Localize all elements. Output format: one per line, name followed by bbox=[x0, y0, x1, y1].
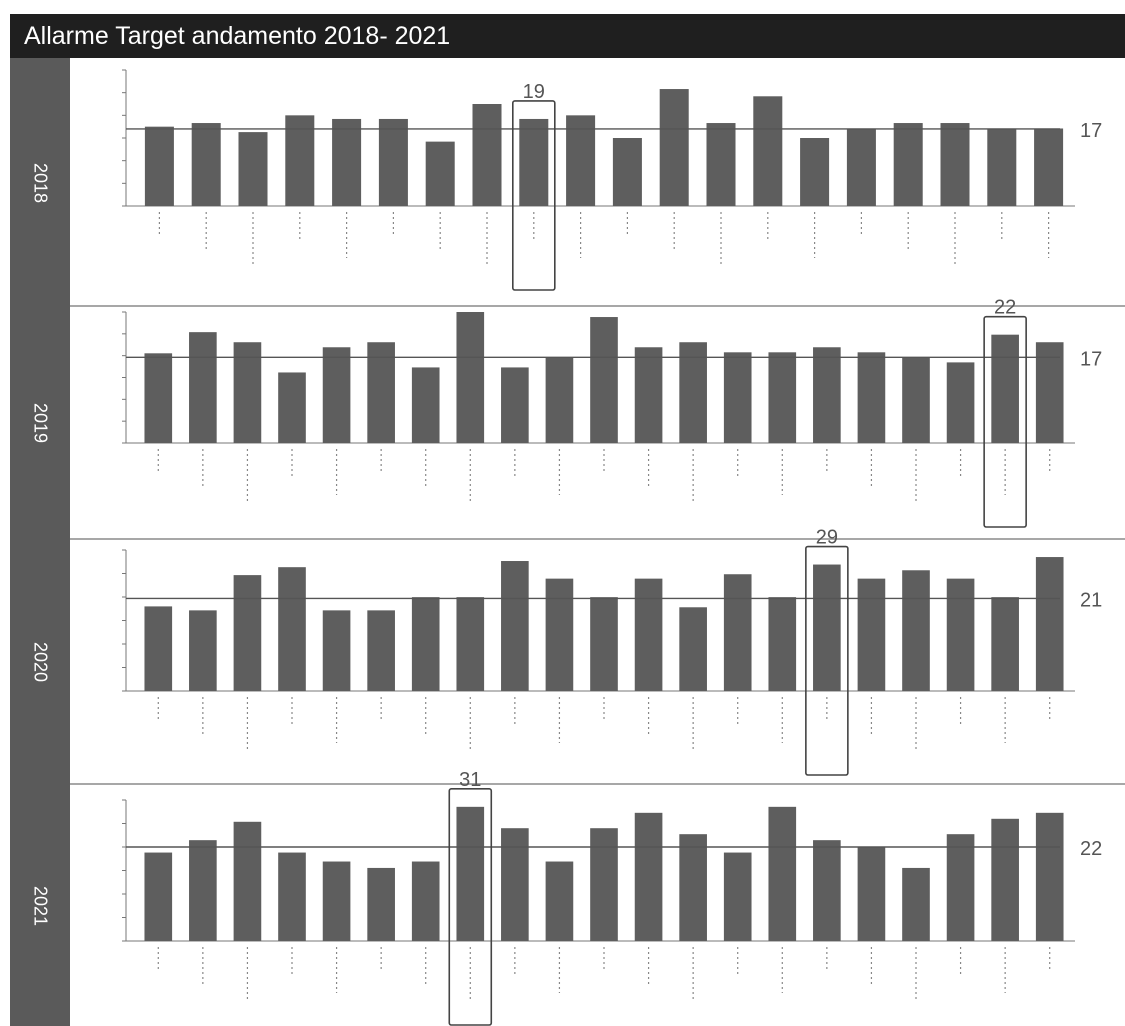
bar-2019-11 bbox=[590, 317, 618, 443]
bar-2021-12 bbox=[634, 812, 663, 941]
bar-2019-13 bbox=[679, 342, 707, 443]
bar-2019-19 bbox=[946, 362, 975, 443]
bar-2020-6 bbox=[367, 610, 395, 691]
bar-2021-19 bbox=[946, 834, 975, 941]
bar-2021-10 bbox=[545, 861, 574, 941]
bar-2020-9 bbox=[501, 561, 529, 691]
highlight-label-2019: 22 bbox=[994, 297, 1016, 319]
bar-2021-7 bbox=[411, 861, 440, 941]
bar-2018-5 bbox=[332, 118, 362, 206]
bar-2019-5 bbox=[322, 347, 351, 443]
bar-2020-19 bbox=[946, 578, 975, 691]
bar-2020-20 bbox=[991, 597, 1019, 691]
bar-2020-3 bbox=[233, 575, 262, 691]
chart-title-bar: Allarme Target andamento 2018- 2021 bbox=[10, 14, 1125, 58]
bar-2021-17 bbox=[857, 846, 886, 941]
bar-2021-6 bbox=[367, 867, 395, 941]
bar-2018-7 bbox=[425, 141, 455, 206]
bar-2020-2 bbox=[189, 610, 217, 691]
bar-2019-7 bbox=[411, 367, 440, 443]
highlight-label-2021: 31 bbox=[459, 769, 481, 791]
bar-2018-13 bbox=[706, 123, 736, 206]
bar-2020-17 bbox=[857, 578, 886, 691]
bar-2021-3 bbox=[233, 821, 262, 941]
bar-2019-9 bbox=[501, 367, 529, 443]
bar-2019-17 bbox=[857, 352, 886, 443]
bar-2020-12 bbox=[634, 578, 663, 691]
bar-2018-15 bbox=[800, 138, 830, 206]
bar-2018-4 bbox=[285, 115, 315, 206]
bar-2019-8 bbox=[456, 312, 485, 443]
bar-2021-5 bbox=[322, 861, 351, 941]
bar-2019-16 bbox=[813, 347, 841, 443]
bar-2019-6 bbox=[367, 342, 395, 443]
bar-2019-14 bbox=[723, 352, 752, 443]
bar-2021-4 bbox=[278, 852, 306, 941]
bar-2018-19 bbox=[987, 128, 1017, 206]
reference-label-2019: 17 bbox=[1080, 348, 1102, 370]
bar-2020-15 bbox=[768, 597, 797, 691]
reference-label-2020: 21 bbox=[1080, 589, 1102, 611]
bar-2021-21 bbox=[1035, 812, 1064, 941]
bar-2021-18 bbox=[902, 867, 930, 941]
bar-2020-16 bbox=[813, 564, 841, 691]
bar-2019-1 bbox=[144, 353, 173, 443]
bar-2020-13 bbox=[679, 607, 707, 691]
bar-2019-4 bbox=[278, 372, 306, 443]
highlight-box-2018 bbox=[511, 100, 556, 291]
bar-2019-15 bbox=[768, 352, 797, 443]
bar-2021-16 bbox=[813, 840, 841, 941]
year-sidebar bbox=[10, 58, 70, 1026]
bar-2018-18 bbox=[940, 123, 970, 206]
bar-2018-2 bbox=[191, 123, 221, 206]
bar-2018-6 bbox=[378, 118, 408, 206]
highlight-label-2018: 19 bbox=[523, 81, 545, 103]
bar-2019-20 bbox=[991, 334, 1019, 443]
highlight-box-2021 bbox=[448, 788, 493, 1026]
bar-2018-11 bbox=[612, 138, 642, 206]
bar-2018-8 bbox=[472, 104, 502, 206]
highlight-box-2020 bbox=[805, 545, 849, 776]
bar-2020-10 bbox=[545, 578, 574, 691]
highlight-label-2020: 29 bbox=[816, 527, 838, 549]
bar-2018-12 bbox=[659, 89, 689, 206]
bar-2018-9 bbox=[519, 118, 549, 206]
bar-2019-12 bbox=[634, 347, 663, 443]
bar-2020-5 bbox=[322, 610, 351, 691]
bar-2018-1 bbox=[144, 126, 174, 206]
bar-2019-10 bbox=[545, 357, 574, 443]
bar-2021-9 bbox=[501, 828, 529, 941]
bar-2021-1 bbox=[144, 852, 173, 941]
chart-title: Allarme Target andamento 2018- 2021 bbox=[24, 22, 451, 50]
bar-2019-2 bbox=[189, 332, 217, 443]
bar-2020-18 bbox=[902, 570, 930, 691]
bar-2021-11 bbox=[590, 828, 618, 941]
bar-2021-20 bbox=[991, 818, 1019, 941]
bar-2021-8 bbox=[456, 806, 485, 941]
bar-2018-17 bbox=[893, 123, 923, 206]
reference-label-2021: 22 bbox=[1080, 838, 1102, 860]
reference-label-2018: 17 bbox=[1080, 120, 1102, 142]
bar-2018-14 bbox=[753, 96, 783, 206]
bar-2020-1 bbox=[144, 606, 173, 691]
bar-2020-11 bbox=[590, 597, 618, 691]
bar-2021-15 bbox=[768, 806, 797, 941]
bar-2020-21 bbox=[1035, 557, 1064, 691]
bar-2018-3 bbox=[238, 132, 268, 206]
bar-2020-14 bbox=[723, 574, 752, 691]
bar-2021-2 bbox=[189, 840, 217, 941]
bar-2020-8 bbox=[456, 597, 485, 691]
bar-2020-4 bbox=[278, 567, 306, 691]
bar-2020-7 bbox=[411, 597, 440, 691]
bar-2018-16 bbox=[846, 128, 876, 206]
bar-2021-14 bbox=[723, 852, 752, 941]
bar-2021-13 bbox=[679, 834, 707, 941]
highlight-box-2019 bbox=[983, 315, 1027, 528]
bar-2019-21 bbox=[1035, 342, 1064, 443]
bar-2019-18 bbox=[902, 357, 930, 443]
bar-2018-10 bbox=[566, 115, 596, 206]
bar-2019-3 bbox=[233, 342, 262, 443]
bar-2018-20 bbox=[1034, 128, 1064, 206]
